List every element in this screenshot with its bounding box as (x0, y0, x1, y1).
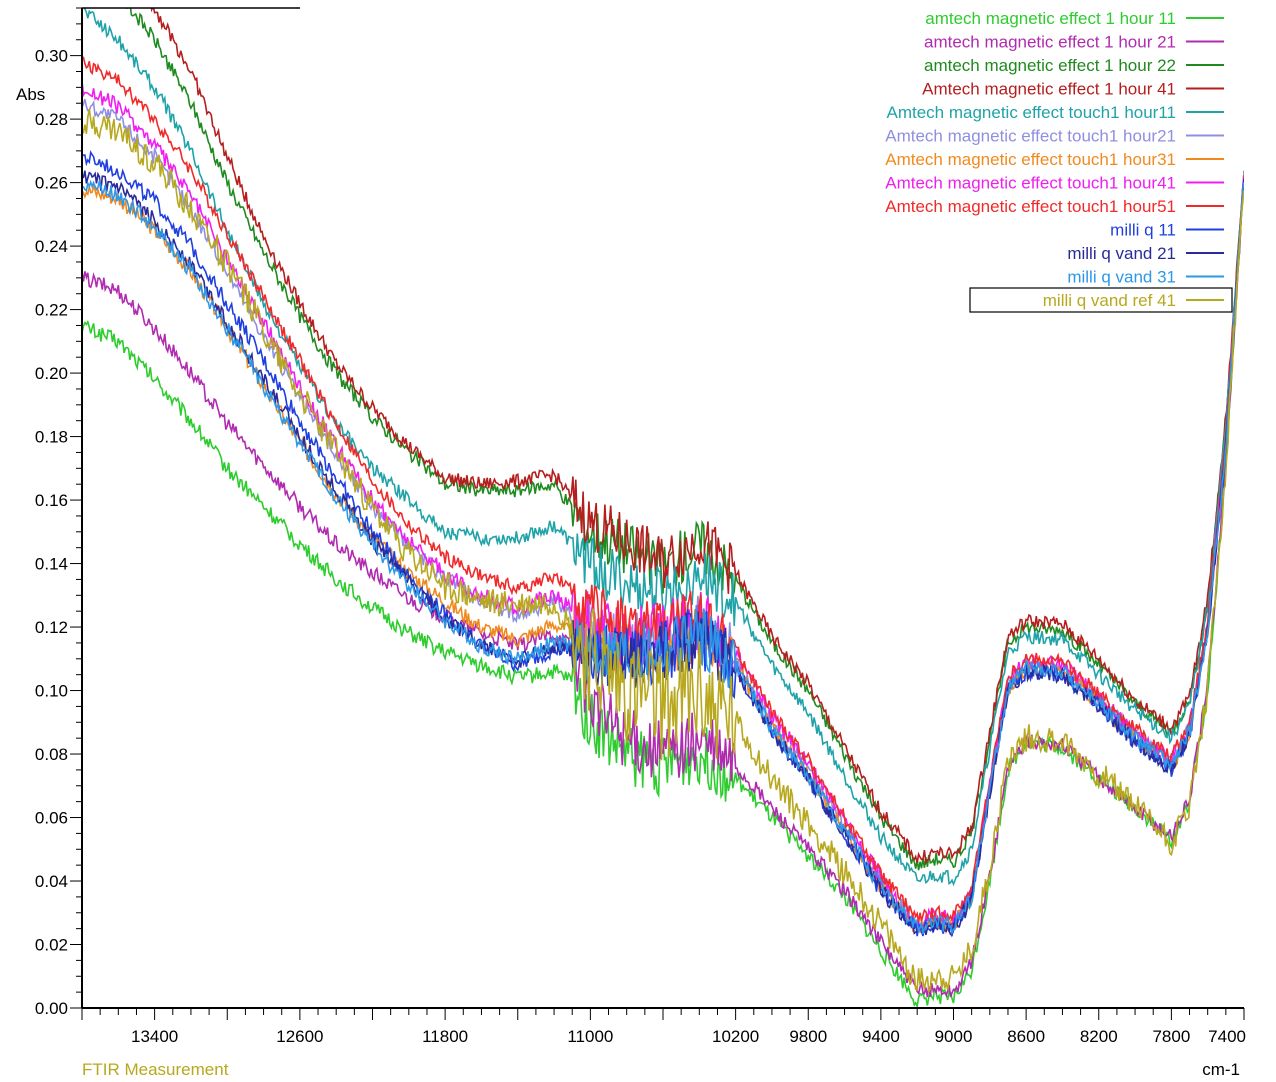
series-line (82, 80, 1244, 931)
x-tick-label: 12600 (276, 1027, 323, 1046)
y-tick-label: 0.02 (35, 936, 68, 955)
y-tick-label: 0.12 (35, 618, 68, 637)
series-line (82, 180, 1244, 998)
series-layer (82, 8, 1244, 1008)
y-tick-label: 0.30 (35, 47, 68, 66)
legend-label: milli q vand 31 (1067, 268, 1176, 287)
legend-label: Amtech magnetic effect touch1 hour41 (885, 174, 1176, 193)
y-tick-label: 0.22 (35, 301, 68, 320)
x-tick-label: 8600 (1007, 1027, 1045, 1046)
y-tick-label: 0.08 (35, 745, 68, 764)
y-tick-label: 0.26 (35, 174, 68, 193)
series-line (82, 56, 1244, 924)
x-tick-label: 7800 (1152, 1027, 1190, 1046)
x-tick-label: 10200 (712, 1027, 759, 1046)
x-tick-label: 9800 (789, 1027, 827, 1046)
x-tick-label: 7400 (1208, 1027, 1246, 1046)
series-line (150, 8, 1244, 866)
legend: amtech magnetic effect 1 hour 11 amtech m… (885, 9, 1233, 313)
legend-label: Amtech magnetic effect touch1 hour31 (885, 150, 1176, 169)
y-tick-label: 0.28 (35, 110, 68, 129)
legend-label: milli q vand ref 41 (1043, 291, 1176, 310)
y-tick-label: 0.20 (35, 364, 68, 383)
y-tick-label: 0.16 (35, 491, 68, 510)
y-tick-label: 0.24 (35, 237, 68, 256)
footer-label: FTIR Measurement (82, 1060, 229, 1079)
series-line (82, 108, 1244, 995)
legend-label: milli q 11 (1110, 221, 1176, 240)
legend-label: milli q vand 21 (1067, 244, 1176, 263)
x-tick-label: 11800 (422, 1027, 468, 1046)
legend-label: Amtech magnetic effect touch1 hour51 (885, 197, 1176, 216)
y-axis-label: Abs (16, 85, 45, 104)
legend-selection-box (969, 287, 1233, 313)
y-tick-label: 0.10 (35, 682, 68, 701)
y-tick-label: 0.18 (35, 428, 68, 447)
y-tick-label: 0.14 (35, 555, 68, 574)
x-axis-label: cm-1 (1202, 1060, 1240, 1079)
legend-label: Amtech magnetic effect touch1 hour11 (887, 103, 1177, 122)
legend-label: Amtech magnetic effect 1 hour 41 (922, 80, 1176, 99)
legend-label: Amtech magnetic effect touch1 hour21 (885, 127, 1176, 146)
x-tick-label: 9000 (935, 1027, 973, 1046)
x-tick-label: 13400 (131, 1027, 178, 1046)
axes: 0.00 0.02 0.04 0.06 0.08 0.10 0.12 0.14 0.16 0.18… (35, 7, 1246, 1046)
x-tick-label: 9400 (862, 1027, 900, 1046)
y-tick-label: 0.04 (35, 872, 68, 891)
legend-label: amtech magnetic effect 1 hour 22 (924, 56, 1176, 75)
x-tick-label: 11000 (567, 1027, 613, 1046)
x-tick-label: 8200 (1080, 1027, 1118, 1046)
series-line (82, 178, 1244, 1008)
y-tick-label: 0.00 (35, 999, 68, 1018)
y-tick-label: 0.06 (35, 809, 68, 828)
legend-label: amtech magnetic effect 1 hour 21 (924, 33, 1176, 52)
legend-label: amtech magnetic effect 1 hour 11 (925, 9, 1176, 28)
series-line (126, 8, 1244, 871)
series-line (82, 178, 1244, 936)
